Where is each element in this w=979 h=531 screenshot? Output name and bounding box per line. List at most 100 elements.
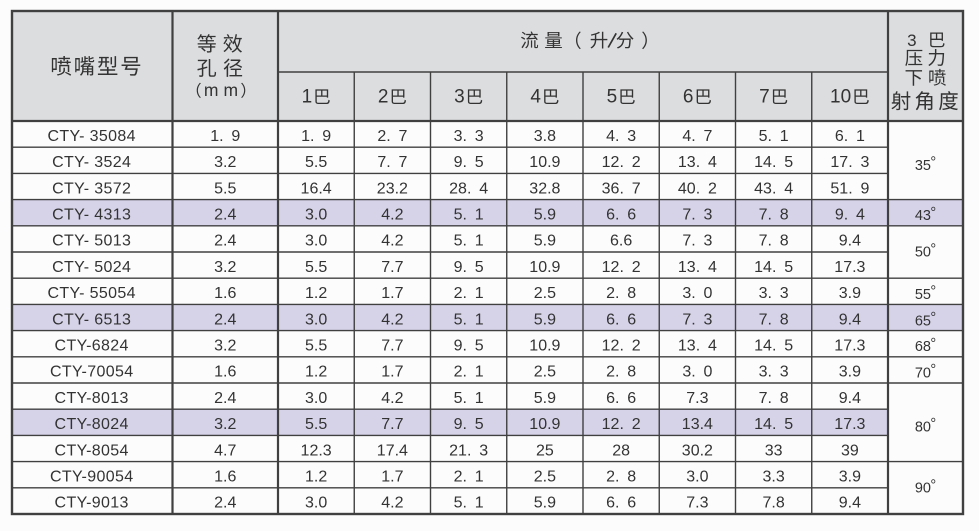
svg-text:7.7: 7.7 — [381, 416, 403, 433]
svg-text:2.: 2. — [606, 364, 619, 381]
svg-text:4.: 4. — [606, 128, 619, 145]
svg-text:3.2: 3.2 — [214, 416, 236, 433]
svg-text:°: ° — [930, 477, 936, 493]
svg-text:3.: 3. — [759, 285, 772, 302]
svg-text:3: 3 — [780, 285, 789, 302]
svg-text:5: 5 — [475, 416, 484, 433]
svg-text:3.9: 3.9 — [839, 468, 861, 485]
svg-text:55: 55 — [915, 287, 931, 303]
svg-text:5.5: 5.5 — [305, 337, 327, 354]
svg-text:1: 1 — [475, 285, 484, 302]
svg-text:12.: 12. — [602, 337, 624, 354]
svg-text:68: 68 — [915, 339, 931, 355]
svg-text:3: 3 — [454, 87, 465, 108]
svg-text:1: 1 — [302, 87, 313, 108]
svg-text:2.4: 2.4 — [214, 311, 236, 328]
svg-text:6.: 6. — [835, 128, 848, 145]
svg-text:17.3: 17.3 — [834, 259, 865, 276]
svg-text:3: 3 — [860, 154, 869, 171]
svg-text:CTY- 55054: CTY- 55054 — [48, 285, 136, 302]
svg-text:7.: 7. — [759, 311, 772, 328]
svg-text:35: 35 — [915, 158, 931, 174]
svg-text:4.2: 4.2 — [381, 311, 403, 328]
svg-text:CTY- 3572: CTY- 3572 — [52, 180, 131, 197]
svg-text:CTY- 4313: CTY- 4313 — [52, 206, 131, 223]
svg-text:3.2: 3.2 — [214, 259, 236, 276]
svg-text:5.: 5. — [454, 233, 467, 250]
svg-text:°: ° — [930, 310, 936, 326]
svg-text:4: 4 — [479, 180, 488, 197]
svg-text:6.: 6. — [606, 495, 619, 512]
svg-text:9: 9 — [322, 128, 331, 145]
svg-text:3.0: 3.0 — [305, 390, 327, 407]
svg-text:12.: 12. — [602, 154, 624, 171]
svg-text:43.: 43. — [754, 180, 776, 197]
svg-text:2.4: 2.4 — [214, 390, 236, 407]
svg-text:CTY- 35084: CTY- 35084 — [48, 128, 136, 145]
svg-text:4: 4 — [708, 154, 717, 171]
svg-text:4: 4 — [784, 180, 793, 197]
svg-text:14.: 14. — [754, 259, 776, 276]
svg-text:2.5: 2.5 — [534, 468, 556, 485]
svg-text:3.3: 3.3 — [763, 468, 785, 485]
svg-text:14.: 14. — [754, 337, 776, 354]
svg-text:8: 8 — [780, 206, 789, 223]
svg-text:CTY-8054: CTY-8054 — [55, 442, 129, 459]
svg-text:5: 5 — [475, 337, 484, 354]
svg-text:1.7: 1.7 — [381, 285, 403, 302]
svg-text:4.2: 4.2 — [381, 390, 403, 407]
svg-text:7.: 7. — [682, 233, 695, 250]
svg-text:43: 43 — [915, 208, 931, 224]
svg-text:2.4: 2.4 — [214, 206, 236, 223]
svg-text:4.7: 4.7 — [214, 442, 236, 459]
svg-text:5.5: 5.5 — [305, 154, 327, 171]
svg-text:50: 50 — [915, 245, 931, 261]
svg-text:5: 5 — [784, 259, 793, 276]
svg-text:10: 10 — [830, 87, 851, 108]
svg-text:13.: 13. — [678, 154, 700, 171]
svg-text:6: 6 — [627, 495, 636, 512]
svg-text:13.4: 13.4 — [682, 416, 713, 433]
svg-text:3: 3 — [475, 128, 484, 145]
svg-text:2: 2 — [632, 416, 641, 433]
svg-text:3.0: 3.0 — [305, 311, 327, 328]
svg-text:3.: 3. — [682, 364, 695, 381]
svg-text:7: 7 — [759, 87, 770, 108]
svg-text:5: 5 — [475, 259, 484, 276]
svg-text:23.2: 23.2 — [377, 180, 408, 197]
svg-text:1.: 1. — [301, 128, 314, 145]
svg-text:1.6: 1.6 — [214, 285, 236, 302]
svg-text:8: 8 — [780, 390, 789, 407]
svg-text:1: 1 — [475, 468, 484, 485]
svg-text:1.7: 1.7 — [381, 468, 403, 485]
svg-text:17.3: 17.3 — [834, 416, 865, 433]
svg-text:5.5: 5.5 — [214, 180, 236, 197]
svg-text:9.4: 9.4 — [839, 390, 861, 407]
svg-text:7.: 7. — [682, 206, 695, 223]
svg-text:3.: 3. — [682, 285, 695, 302]
svg-text:7: 7 — [399, 154, 408, 171]
svg-text:9.4: 9.4 — [839, 495, 861, 512]
svg-text:7.7: 7.7 — [381, 259, 403, 276]
svg-text:28: 28 — [612, 442, 630, 459]
svg-text:6: 6 — [627, 390, 636, 407]
svg-text:CTY-6824: CTY-6824 — [55, 337, 129, 354]
svg-text:m: m — [204, 80, 219, 100]
svg-text:6.: 6. — [606, 206, 619, 223]
svg-text:3.0: 3.0 — [305, 206, 327, 223]
svg-text:2.: 2. — [454, 468, 467, 485]
svg-text:13.: 13. — [678, 337, 700, 354]
svg-text:80: 80 — [915, 419, 931, 435]
svg-text:2.4: 2.4 — [214, 233, 236, 250]
svg-text:9.: 9. — [454, 416, 467, 433]
svg-text:3.2: 3.2 — [214, 337, 236, 354]
svg-text:CTY- 5013: CTY- 5013 — [52, 233, 131, 250]
svg-text:5.9: 5.9 — [534, 233, 556, 250]
svg-text:8: 8 — [780, 233, 789, 250]
svg-text:9.4: 9.4 — [839, 311, 861, 328]
svg-text:1: 1 — [856, 128, 865, 145]
svg-text:CTY-70054: CTY-70054 — [50, 364, 134, 381]
svg-text:5: 5 — [607, 87, 618, 108]
svg-text:14.: 14. — [754, 416, 776, 433]
svg-text:4: 4 — [530, 87, 541, 108]
